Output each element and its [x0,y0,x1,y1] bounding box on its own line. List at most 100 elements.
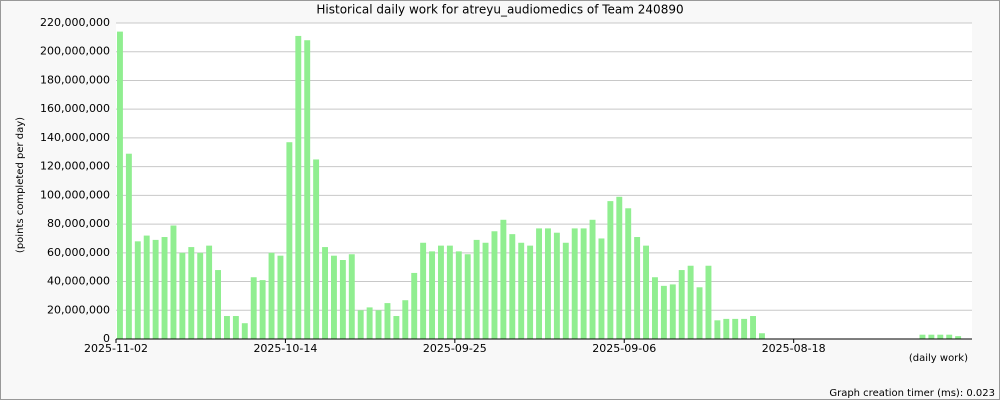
bar [393,316,400,339]
bar [206,245,213,339]
y-tick-label: 220,000,000 [40,16,110,29]
bar [562,242,569,339]
bar [678,270,685,339]
bar [179,252,186,339]
bar [518,242,525,339]
bar [250,277,257,339]
bar [197,252,204,339]
y-tick-label: 0 [103,332,110,345]
y-tick-label: 20,000,000 [47,303,110,316]
bar [277,255,284,339]
y-tick-label: 180,000,000 [40,73,110,86]
bar [241,323,248,339]
x-axis-label: (daily work) [909,353,968,364]
bar [482,242,489,339]
bar [384,303,391,339]
bar [571,228,578,339]
bar [331,255,337,339]
bar [339,260,346,339]
bar [402,300,409,339]
bar [634,237,641,339]
bar [652,277,658,339]
bar [143,235,150,339]
x-tick-label: 2025-09-25 [423,342,487,355]
y-tick-label: 40,000,000 [47,275,110,288]
bar [295,35,302,339]
y-axis-label: (points completed per day) [15,117,26,253]
bar [473,239,480,339]
x-tick-label: 2025-11-02 [84,342,148,355]
bar [589,219,596,339]
bar [348,254,355,339]
bar [429,251,435,339]
bar [420,242,427,339]
bar [616,196,623,339]
bar [500,219,507,339]
bar [357,310,364,339]
bar [224,316,230,339]
bar [117,31,123,339]
bar [598,238,605,339]
bar [625,208,632,339]
bar [464,254,471,339]
chart-title: Historical daily work for atreyu_audiome… [316,3,683,17]
footer: Graph creation timer (ms): 0.023 [829,388,995,399]
bar [946,334,953,339]
bar [161,237,168,339]
bar [134,241,141,339]
y-tick-label: 140,000,000 [40,131,110,144]
bar [232,316,239,339]
bar [553,232,560,339]
bar [411,272,418,339]
bar [527,245,534,339]
bar [660,285,667,339]
bar [259,280,266,339]
bar [750,316,756,339]
bar [375,310,382,339]
bar [215,270,221,339]
bar [188,247,195,339]
bar [545,228,551,339]
y-tick-label: 60,000,000 [47,246,110,259]
y-tick-label: 120,000,000 [40,160,110,173]
bar [696,287,703,339]
bar [580,228,587,339]
x-tick-label: 2025-10-14 [253,342,317,355]
bar [607,201,614,339]
bar [304,40,311,340]
bar [759,333,765,339]
bar [714,320,721,339]
bar [732,318,739,339]
bar [438,245,444,339]
bar [536,228,542,339]
bar [705,265,712,339]
bar [286,142,293,339]
bar [723,318,730,339]
bar [170,225,177,339]
bar [955,336,962,339]
bar [366,307,373,339]
bar [455,251,462,339]
y-tick-label: 200,000,000 [40,45,110,58]
bar [446,245,453,339]
bar [125,153,132,339]
bar [687,265,694,339]
bar [268,252,275,339]
x-tick-label: 2025-09-06 [592,342,656,355]
bar [152,239,159,339]
plot-area [116,23,972,339]
bar [928,334,935,339]
bar [643,245,649,339]
y-tick-label: 80,000,000 [47,217,110,230]
bar [741,318,748,339]
bar [322,247,328,339]
bar [937,334,944,339]
x-tick-label: 2025-08-18 [762,342,826,355]
bar [509,234,516,339]
y-tick-label: 100,000,000 [40,188,110,201]
bar [919,334,926,339]
y-tick-label: 160,000,000 [40,102,110,115]
bar [313,159,320,339]
bar [491,231,498,339]
